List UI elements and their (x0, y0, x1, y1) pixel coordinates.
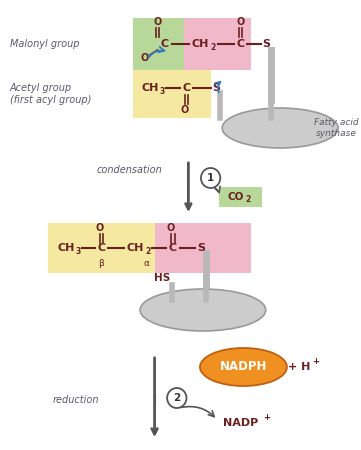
Text: S: S (197, 243, 205, 253)
Text: C: C (97, 243, 105, 253)
FancyBboxPatch shape (155, 223, 251, 273)
Text: 2: 2 (173, 393, 180, 403)
FancyBboxPatch shape (133, 70, 210, 118)
Text: C: C (160, 39, 168, 49)
FancyBboxPatch shape (219, 187, 262, 207)
Text: O: O (167, 223, 175, 233)
Text: S: S (263, 39, 271, 49)
Text: O: O (236, 17, 245, 27)
Text: CH: CH (141, 83, 158, 93)
Text: reduction: reduction (53, 395, 100, 405)
Ellipse shape (200, 348, 287, 386)
FancyBboxPatch shape (48, 223, 155, 273)
Text: C: C (236, 39, 245, 49)
Ellipse shape (140, 289, 266, 331)
Text: α: α (144, 260, 150, 269)
Text: O: O (153, 17, 162, 27)
Text: CO: CO (227, 192, 244, 202)
Text: 2: 2 (246, 195, 251, 204)
Text: C: C (182, 83, 191, 93)
Text: (first acyl group): (first acyl group) (10, 95, 91, 105)
Text: CH: CH (191, 39, 209, 49)
Circle shape (167, 388, 187, 408)
Text: +: + (263, 414, 270, 423)
Text: O: O (95, 223, 104, 233)
Circle shape (201, 168, 220, 188)
Ellipse shape (222, 108, 338, 148)
Text: Acetyl group: Acetyl group (10, 83, 72, 93)
Text: O: O (180, 105, 189, 115)
Text: 2: 2 (145, 248, 151, 256)
Text: 3: 3 (75, 248, 81, 256)
Text: C: C (169, 243, 177, 253)
Text: CH: CH (127, 243, 144, 253)
Text: 1: 1 (207, 173, 214, 183)
Text: NADPH: NADPH (220, 360, 267, 374)
Text: S: S (212, 83, 221, 93)
Text: β: β (99, 260, 104, 269)
Text: Malonyl group: Malonyl group (10, 39, 79, 49)
Text: condensation: condensation (97, 165, 162, 175)
Text: +: + (312, 356, 319, 365)
Text: HS: HS (154, 273, 170, 283)
Text: CH: CH (57, 243, 74, 253)
Text: 3: 3 (160, 86, 165, 95)
Text: + H: + H (288, 362, 311, 372)
FancyBboxPatch shape (133, 18, 183, 70)
Text: NADP: NADP (223, 418, 258, 428)
Text: Fatty acid
synthase: Fatty acid synthase (314, 118, 358, 138)
Text: O: O (141, 53, 149, 63)
Text: 2: 2 (210, 42, 215, 51)
FancyBboxPatch shape (183, 18, 251, 70)
